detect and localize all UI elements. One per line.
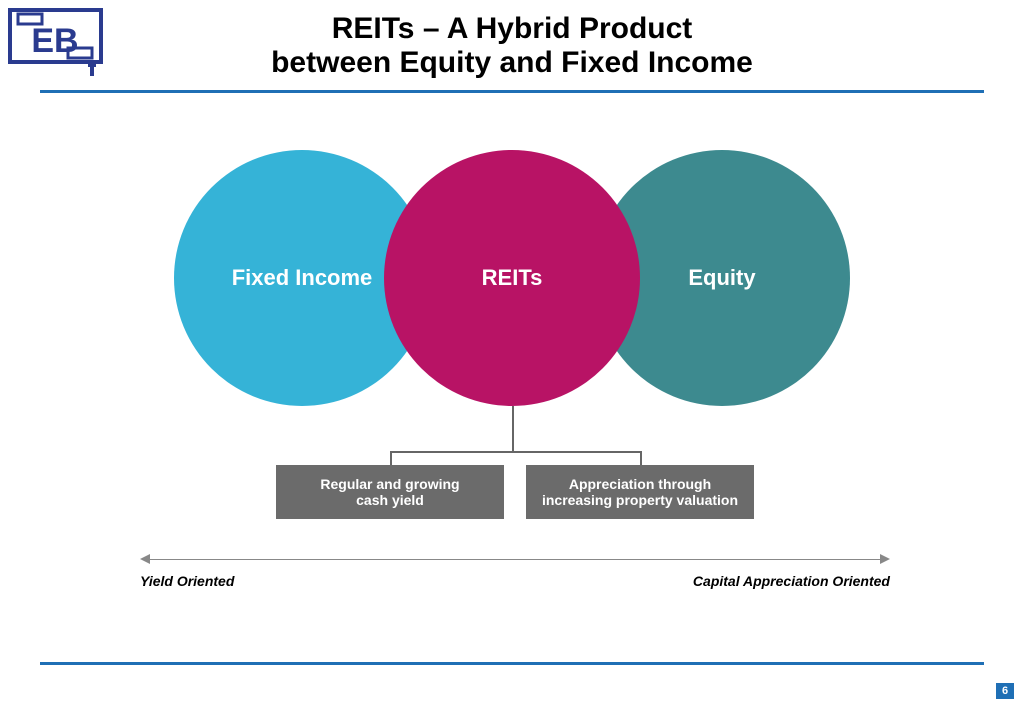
callout-left-line2: cash yield bbox=[320, 492, 459, 508]
axis-arrow-right bbox=[880, 554, 890, 564]
axis-label-left: Yield Oriented bbox=[140, 573, 234, 589]
page-number: 6 bbox=[996, 683, 1014, 699]
connector-drop-right bbox=[640, 451, 642, 465]
circle-center-label: REITs bbox=[482, 265, 543, 291]
axis-label-right: Capital Appreciation Oriented bbox=[693, 573, 890, 589]
venn-diagram: Fixed Income Equity REITs bbox=[0, 150, 1024, 450]
connector-vertical bbox=[512, 406, 514, 451]
slide-title: REITs – A Hybrid Product between Equity … bbox=[0, 12, 1024, 80]
title-line-2: between Equity and Fixed Income bbox=[0, 46, 1024, 80]
connector-horizontal bbox=[390, 451, 640, 453]
circle-left-label: Fixed Income bbox=[232, 265, 373, 291]
top-rule bbox=[40, 90, 984, 93]
callout-appreciation: Appreciation through increasing property… bbox=[526, 465, 754, 519]
axis-line bbox=[150, 559, 880, 560]
bottom-rule bbox=[40, 662, 984, 665]
callout-cash-yield: Regular and growing cash yield bbox=[276, 465, 504, 519]
axis-arrow-left bbox=[140, 554, 150, 564]
callout-right-line2: increasing property valuation bbox=[542, 492, 738, 508]
callout-right-line1: Appreciation through bbox=[542, 476, 738, 492]
connector-drop-left bbox=[390, 451, 392, 465]
callout-left-line1: Regular and growing bbox=[320, 476, 459, 492]
title-line-1: REITs – A Hybrid Product bbox=[0, 12, 1024, 46]
circle-reits: REITs bbox=[384, 150, 640, 406]
circle-right-label: Equity bbox=[688, 265, 755, 291]
